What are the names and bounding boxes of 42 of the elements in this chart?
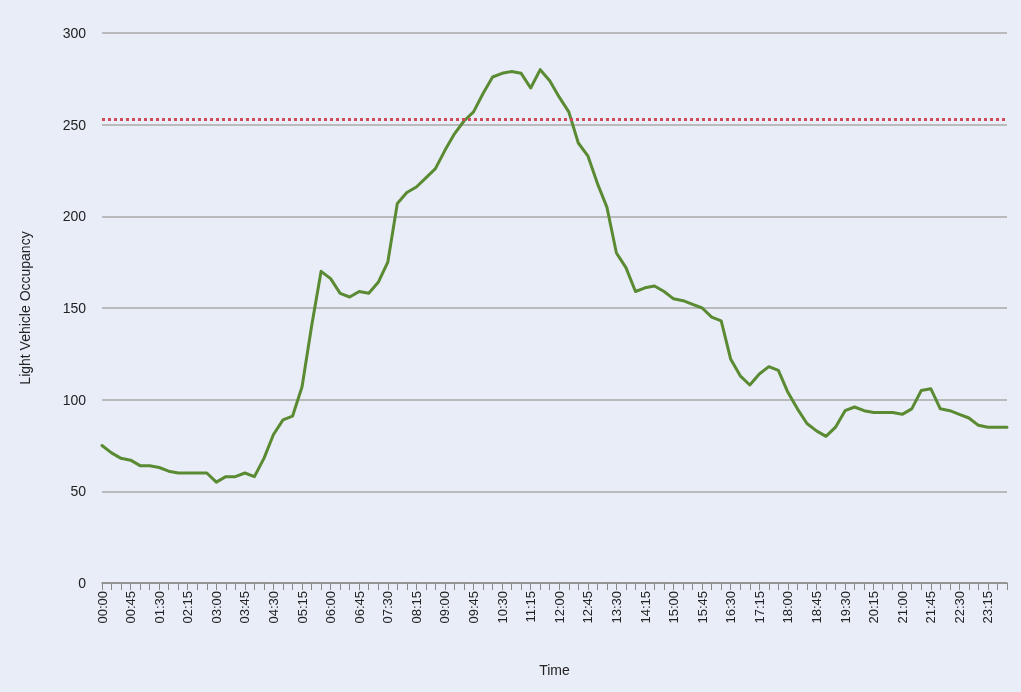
- x-tick-label: 08:15: [408, 591, 424, 624]
- y-tick-label: 100: [62, 391, 87, 408]
- y-tick-label: 50: [70, 483, 87, 500]
- x-tick-label: 06:00: [323, 591, 339, 624]
- x-tick-label: 21:00: [894, 591, 910, 624]
- x-tick-label: 15:45: [694, 591, 710, 624]
- y-tick-label: 250: [62, 116, 87, 133]
- x-tick-label: 09:00: [437, 591, 453, 624]
- x-tick-label: 03:00: [208, 591, 224, 624]
- x-tick-label: 16:30: [723, 591, 739, 624]
- x-tick-label: 23:15: [980, 591, 996, 624]
- line-series: [100, 68, 1009, 484]
- x-tick-label: 11:15: [523, 591, 539, 623]
- x-tick-label: 13:30: [608, 591, 624, 624]
- y-tick-label: 150: [62, 300, 87, 316]
- x-tick-label: 18:45: [808, 591, 824, 624]
- x-tick-label: 12:45: [580, 591, 596, 624]
- x-tick-label: 04:30: [265, 591, 281, 624]
- x-tick-label: 06:45: [351, 591, 367, 624]
- x-tick-label: 00:45: [123, 591, 139, 624]
- x-tick-label: 12:00: [551, 591, 567, 624]
- x-tick-label: 21:45: [923, 591, 939, 624]
- x-tick-label: 03:45: [237, 591, 253, 624]
- x-axis-title: Time: [539, 662, 571, 678]
- x-tick-label: 01:30: [151, 591, 167, 624]
- x-tick-label: 17:15: [751, 591, 767, 624]
- x-tick-label: 09:45: [466, 591, 482, 624]
- x-tick-label: 20:15: [866, 591, 882, 624]
- x-tick-label: 10:30: [494, 591, 510, 624]
- x-tick-label: 18:00: [780, 591, 796, 624]
- x-tick-label: 15:00: [666, 591, 682, 624]
- x-tick-label: 05:15: [294, 591, 310, 624]
- x-tick-label: 07:30: [380, 591, 396, 624]
- x-tick-label: 19:30: [837, 591, 853, 624]
- y-tick-label: 0: [78, 575, 87, 591]
- x-tick-label: 14:15: [637, 591, 653, 624]
- y-tick-label: 200: [62, 208, 87, 225]
- x-tick-label: 00:00: [94, 591, 110, 624]
- x-tick-label: 22:30: [951, 591, 967, 624]
- y-tick-label: 300: [62, 25, 87, 41]
- x-tick-label: 02:15: [180, 591, 196, 624]
- y-axis-title: Light Vehicle Occupancy: [17, 231, 33, 385]
